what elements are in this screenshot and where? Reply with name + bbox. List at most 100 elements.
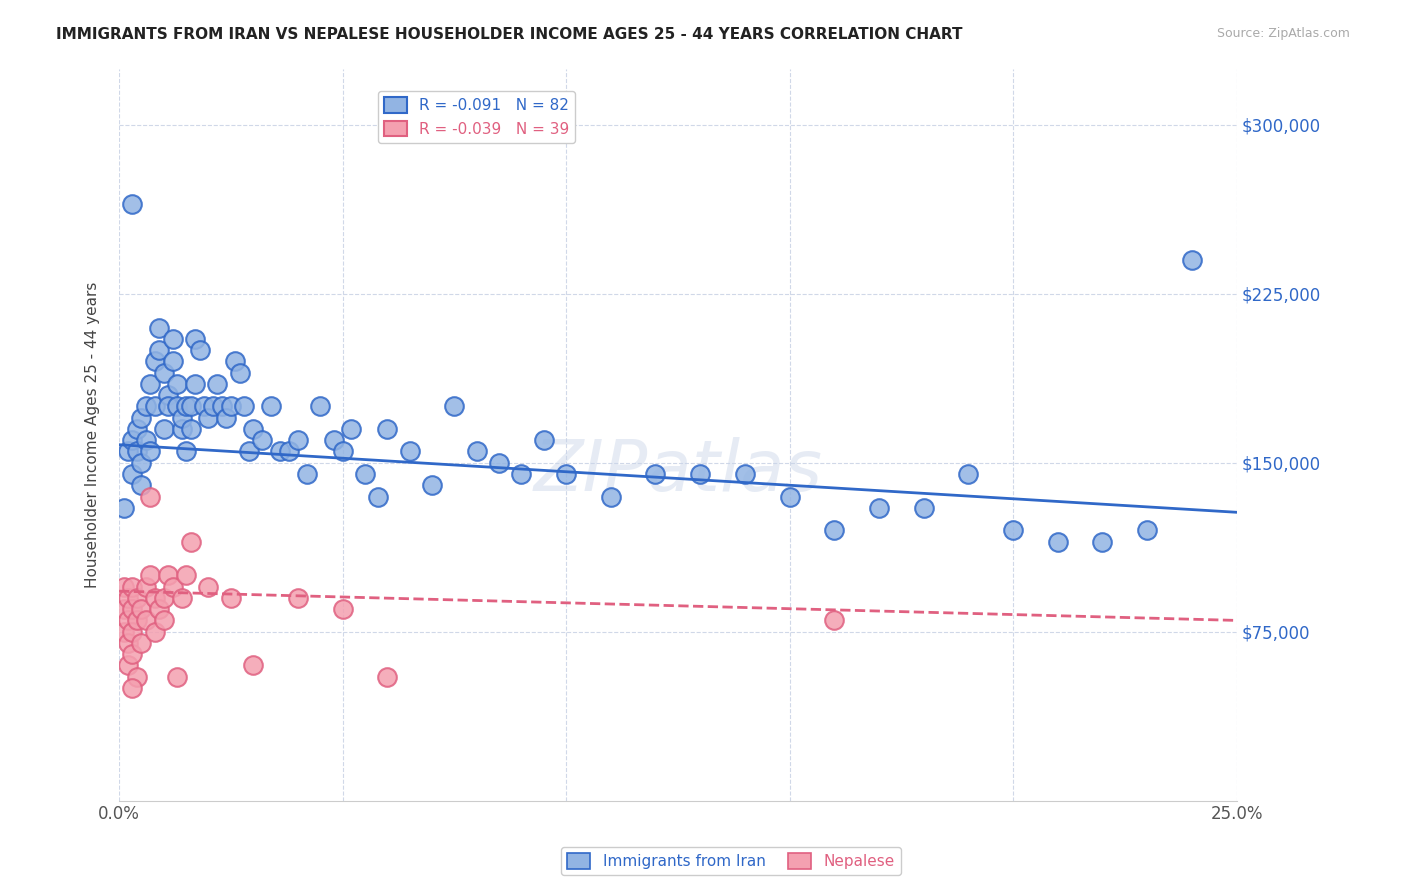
Point bbox=[135, 580, 157, 594]
Point bbox=[242, 658, 264, 673]
Point bbox=[868, 500, 890, 515]
Point bbox=[229, 366, 252, 380]
Point bbox=[143, 400, 166, 414]
Point bbox=[184, 376, 207, 391]
Point bbox=[157, 400, 180, 414]
Point bbox=[309, 400, 332, 414]
Point bbox=[1136, 524, 1159, 538]
Point bbox=[287, 591, 309, 605]
Point bbox=[398, 444, 420, 458]
Point bbox=[260, 400, 283, 414]
Point bbox=[162, 354, 184, 368]
Point bbox=[125, 670, 148, 684]
Point bbox=[219, 591, 242, 605]
Point bbox=[180, 422, 202, 436]
Point bbox=[215, 410, 238, 425]
Point bbox=[340, 422, 363, 436]
Point bbox=[170, 591, 193, 605]
Point bbox=[250, 433, 273, 447]
Point bbox=[131, 478, 153, 492]
Point bbox=[1091, 534, 1114, 549]
Point bbox=[197, 580, 219, 594]
Point bbox=[207, 376, 229, 391]
Point bbox=[162, 580, 184, 594]
Point bbox=[420, 478, 443, 492]
Point bbox=[823, 524, 845, 538]
Point bbox=[117, 636, 139, 650]
Point bbox=[131, 456, 153, 470]
Point bbox=[193, 400, 215, 414]
Point bbox=[117, 658, 139, 673]
Point bbox=[166, 670, 188, 684]
Point bbox=[174, 400, 197, 414]
Point bbox=[135, 433, 157, 447]
Point bbox=[121, 624, 143, 639]
Point bbox=[779, 490, 801, 504]
Point bbox=[112, 602, 135, 616]
Point bbox=[367, 490, 389, 504]
Point bbox=[277, 444, 299, 458]
Point bbox=[121, 196, 143, 211]
Point bbox=[224, 354, 246, 368]
Point bbox=[152, 366, 174, 380]
Point bbox=[148, 343, 170, 357]
Point bbox=[139, 376, 162, 391]
Point bbox=[112, 580, 135, 594]
Point bbox=[131, 410, 153, 425]
Point bbox=[121, 647, 143, 661]
Point bbox=[233, 400, 256, 414]
Point bbox=[117, 444, 139, 458]
Point bbox=[117, 614, 139, 628]
Text: IMMIGRANTS FROM IRAN VS NEPALESE HOUSEHOLDER INCOME AGES 25 - 44 YEARS CORRELATI: IMMIGRANTS FROM IRAN VS NEPALESE HOUSEHO… bbox=[56, 27, 963, 42]
Legend: Immigrants from Iran, Nepalese: Immigrants from Iran, Nepalese bbox=[561, 847, 901, 875]
Point bbox=[734, 467, 756, 481]
Point bbox=[139, 568, 162, 582]
Point bbox=[510, 467, 533, 481]
Point bbox=[287, 433, 309, 447]
Point bbox=[322, 433, 344, 447]
Point bbox=[242, 422, 264, 436]
Point bbox=[131, 602, 153, 616]
Point bbox=[1002, 524, 1025, 538]
Point bbox=[135, 614, 157, 628]
Point bbox=[143, 354, 166, 368]
Point bbox=[295, 467, 318, 481]
Point bbox=[269, 444, 291, 458]
Point bbox=[1046, 534, 1069, 549]
Point bbox=[112, 624, 135, 639]
Point bbox=[599, 490, 621, 504]
Point bbox=[143, 591, 166, 605]
Point bbox=[121, 433, 143, 447]
Point bbox=[644, 467, 666, 481]
Text: Source: ZipAtlas.com: Source: ZipAtlas.com bbox=[1216, 27, 1350, 40]
Point bbox=[211, 400, 233, 414]
Point bbox=[197, 410, 219, 425]
Point bbox=[184, 332, 207, 346]
Point bbox=[121, 602, 143, 616]
Point bbox=[533, 433, 555, 447]
Point bbox=[139, 444, 162, 458]
Point bbox=[332, 444, 354, 458]
Point bbox=[465, 444, 488, 458]
Point bbox=[201, 400, 224, 414]
Point bbox=[121, 580, 143, 594]
Point bbox=[162, 332, 184, 346]
Point bbox=[148, 602, 170, 616]
Point bbox=[121, 681, 143, 695]
Point bbox=[375, 422, 398, 436]
Point bbox=[152, 422, 174, 436]
Point bbox=[488, 456, 510, 470]
Point bbox=[139, 490, 162, 504]
Point bbox=[152, 614, 174, 628]
Point bbox=[157, 568, 180, 582]
Point bbox=[823, 614, 845, 628]
Point bbox=[121, 467, 143, 481]
Point bbox=[125, 614, 148, 628]
Point bbox=[354, 467, 377, 481]
Point bbox=[166, 400, 188, 414]
Point bbox=[125, 444, 148, 458]
Point bbox=[170, 410, 193, 425]
Point bbox=[148, 320, 170, 334]
Text: ZIPatlas: ZIPatlas bbox=[533, 437, 823, 506]
Point bbox=[332, 602, 354, 616]
